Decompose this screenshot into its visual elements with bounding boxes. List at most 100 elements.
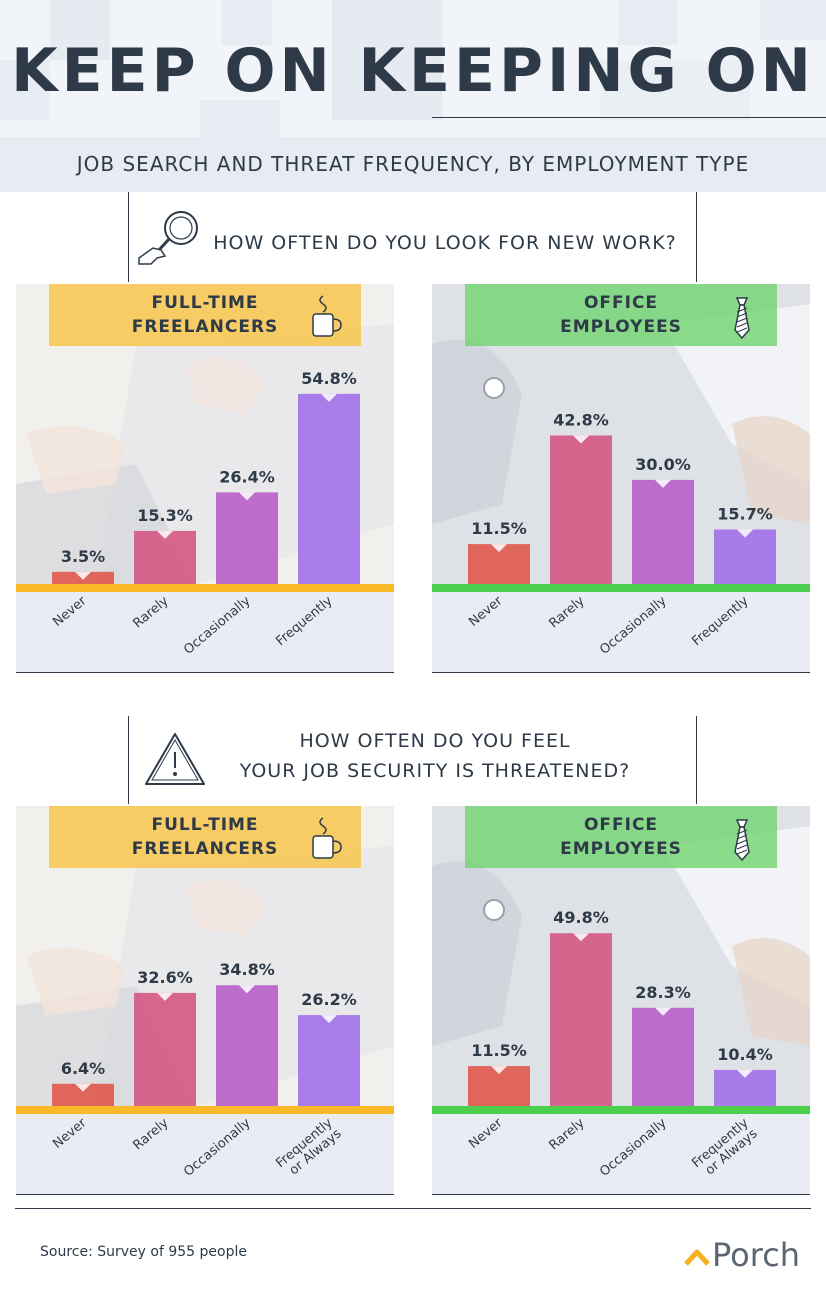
bar-rarely	[550, 933, 612, 1106]
bar-value-label: 15.3%	[137, 506, 193, 525]
bar-occasionally	[632, 1007, 694, 1106]
category-label: Frequentlyor Always	[689, 1115, 761, 1182]
bar-notch	[321, 393, 337, 402]
chart-title-line: FULL-TIME	[151, 815, 259, 835]
category-label: Frequently	[273, 593, 336, 649]
bar-value-label: 26.4%	[219, 467, 275, 486]
chart-title-line: OFFICE	[583, 815, 659, 835]
bar-rarely	[134, 530, 196, 584]
bar-notch	[737, 529, 753, 538]
section-2-right-rule	[696, 716, 697, 804]
bar-never	[52, 1083, 114, 1106]
title-rule	[432, 117, 826, 118]
question-2-line-1: HOW OFTEN DO YOU FEEL	[299, 730, 571, 752]
bar-frequently-or-always	[298, 1015, 360, 1106]
bar-notch	[573, 933, 589, 942]
necktie-icon	[734, 297, 750, 340]
category-label: Never	[50, 593, 90, 630]
section-1-left-rule	[128, 192, 129, 282]
category-label-area	[432, 592, 810, 672]
category-label: Occasionally	[181, 593, 254, 657]
bar-frequently	[298, 393, 360, 584]
category-label-area	[432, 1114, 810, 1194]
question-2: HOW OFTEN DO YOU FEEL YOUR JOB SECURITY …	[210, 726, 660, 786]
bar-value-label: 3.5%	[61, 547, 105, 566]
category-label-line: Never	[50, 1115, 90, 1152]
bar-notch	[655, 479, 671, 488]
footer-rule	[15, 1208, 811, 1209]
bar-value-label: 15.7%	[717, 505, 773, 524]
category-label-line: Rarely	[130, 1115, 171, 1153]
coffee-cup-icon	[312, 295, 342, 337]
category-label-line: Rarely	[546, 593, 587, 631]
bar-value-label: 32.6%	[137, 968, 193, 987]
bar-value-label: 6.4%	[61, 1059, 105, 1078]
category-label-line: Rarely	[546, 1115, 587, 1153]
porch-logo-icon	[684, 1249, 710, 1266]
chart-panel-freelancers-job-search: FULL-TIME FREELANCERS 3.5% Never 15.3% Rarely…	[16, 284, 394, 673]
bar-notch	[157, 992, 173, 1001]
bar-value-label: 11.5%	[471, 519, 527, 538]
chart-title-badge: FULL-TIME FREELANCERS	[49, 806, 361, 868]
category-label-line: Rarely	[130, 593, 171, 631]
bar-value-label: 49.8%	[553, 908, 609, 927]
question-1-line-1: HOW OFTEN DO YOU LOOK FOR NEW WORK?	[213, 232, 677, 254]
bar-notch	[321, 1015, 337, 1024]
category-label-line: Occasionally	[181, 593, 254, 657]
category-label-line: Never	[50, 593, 90, 630]
bar-notch	[239, 985, 255, 994]
chart-title-line: FULL-TIME	[151, 293, 259, 313]
subtitle-band	[0, 137, 826, 192]
category-label-line: Occasionally	[597, 593, 670, 657]
category-label: Rarely	[546, 593, 587, 631]
category-label: Never	[466, 593, 506, 630]
category-label-area	[16, 592, 394, 672]
question-2-line-2: YOUR JOB SECURITY IS THREATENED?	[239, 760, 631, 782]
bar-rarely	[134, 992, 196, 1106]
category-label: Occasionally	[181, 1115, 254, 1179]
bar-value-label: 42.8%	[553, 410, 609, 429]
chart-panel-office-job-search: OFFICE EMPLOYEES 11.5% Never 42.8% Rarely 30.0…	[432, 284, 810, 673]
category-label-line: Frequently	[689, 593, 752, 649]
bar-notch	[157, 530, 173, 539]
bar-value-label: 26.2%	[301, 990, 357, 1009]
chart-panel-office-threat: OFFICE EMPLOYEES 11.5% Never 49.8% Rarely 28.3…	[432, 806, 810, 1195]
chart-title-line: FREELANCERS	[131, 839, 279, 859]
bar-value-label: 10.4%	[717, 1045, 773, 1064]
bar-chart: 6.4% Never 32.6% Rarely 34.8% Occasionally 26.…	[50, 960, 360, 1180]
chart-panel-freelancers-threat: FULL-TIME FREELANCERS 6.4% Never 32.6% Rarely…	[16, 806, 394, 1195]
bar-occasionally	[216, 985, 278, 1106]
category-label-line: Frequently	[273, 593, 336, 649]
chart-title-badge: OFFICE EMPLOYEES	[465, 806, 777, 868]
bar-chart: 3.5% Never 15.3% Rarely 26.4% Occasionally 54.…	[50, 369, 360, 658]
chart-baseline	[16, 584, 394, 592]
chart-title-badge: FULL-TIME FREELANCERS	[49, 284, 361, 346]
section-1-right-rule	[696, 192, 697, 282]
chart-title-line: EMPLOYEES	[560, 839, 682, 859]
category-label-line: Occasionally	[181, 1115, 254, 1179]
category-label: Rarely	[130, 1115, 171, 1153]
bar-notch	[239, 492, 255, 501]
coffee-cup-icon	[312, 817, 342, 859]
bar-occasionally	[632, 479, 694, 584]
bar-value-label: 34.8%	[219, 960, 275, 979]
porch-logo-text: Porch	[712, 1236, 801, 1274]
chart-baseline	[432, 584, 810, 592]
chart-title-line: FREELANCERS	[131, 317, 279, 337]
bar-chart: 11.5% Never 49.8% Rarely 28.3% Occasionally 10…	[466, 908, 776, 1182]
necktie-icon	[734, 819, 750, 862]
bar-notch	[75, 1083, 91, 1092]
bar-frequently	[714, 529, 776, 584]
category-label: Occasionally	[597, 1115, 670, 1179]
category-label-line: Never	[466, 1115, 506, 1152]
category-label-line: Occasionally	[597, 1115, 670, 1179]
category-label: Occasionally	[597, 593, 670, 657]
warning-triangle-icon	[145, 733, 205, 785]
category-label: Rarely	[130, 593, 171, 631]
page-subtitle: JOB SEARCH AND THREAT FREQUENCY, BY EMPL…	[76, 152, 750, 176]
bar-value-label: 11.5%	[471, 1041, 527, 1060]
chart-title-line: OFFICE	[583, 293, 659, 313]
source-note: Source: Survey of 955 people	[40, 1244, 247, 1260]
category-label: Never	[50, 1115, 90, 1152]
category-label-area	[16, 1114, 394, 1194]
